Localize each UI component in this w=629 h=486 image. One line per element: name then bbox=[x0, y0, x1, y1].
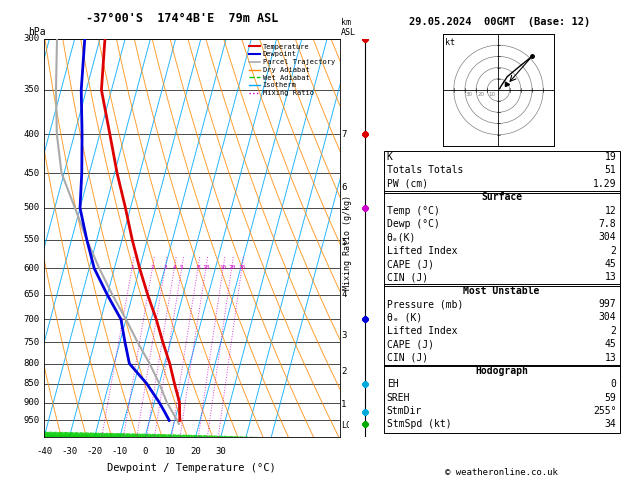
Text: 3: 3 bbox=[164, 265, 167, 270]
Text: 7.8: 7.8 bbox=[599, 219, 616, 229]
Text: 16: 16 bbox=[220, 265, 227, 270]
Text: 600: 600 bbox=[23, 264, 40, 273]
Text: 6: 6 bbox=[341, 183, 347, 192]
Text: 1: 1 bbox=[130, 265, 134, 270]
Text: 26: 26 bbox=[238, 265, 246, 270]
Text: SREH: SREH bbox=[387, 393, 410, 403]
Text: K: K bbox=[387, 152, 392, 162]
Text: 255°: 255° bbox=[593, 406, 616, 416]
Text: 10: 10 bbox=[489, 92, 496, 97]
Text: 500: 500 bbox=[23, 204, 40, 212]
Text: 2: 2 bbox=[341, 367, 347, 376]
Text: StmSpd (kt): StmSpd (kt) bbox=[387, 419, 452, 430]
Text: -37°00'S  174°4B'E  79m ASL: -37°00'S 174°4B'E 79m ASL bbox=[86, 12, 279, 25]
Text: 300: 300 bbox=[23, 35, 40, 43]
Text: Lifted Index: Lifted Index bbox=[387, 326, 457, 336]
Text: 0: 0 bbox=[611, 380, 616, 389]
Text: 2: 2 bbox=[151, 265, 155, 270]
Text: 7: 7 bbox=[341, 130, 347, 139]
Legend: Temperature, Dewpoint, Parcel Trajectory, Dry Adiabat, Wet Adiabat, Isotherm, Mi: Temperature, Dewpoint, Parcel Trajectory… bbox=[248, 42, 336, 98]
Text: 304: 304 bbox=[599, 312, 616, 323]
Text: © weatheronline.co.uk: © weatheronline.co.uk bbox=[445, 468, 558, 477]
Text: 34: 34 bbox=[604, 419, 616, 430]
Text: 13: 13 bbox=[604, 353, 616, 363]
Text: Most Unstable: Most Unstable bbox=[464, 286, 540, 296]
Text: 5: 5 bbox=[180, 265, 184, 270]
Text: -10: -10 bbox=[112, 447, 128, 456]
Text: 304: 304 bbox=[599, 232, 616, 243]
Text: 45: 45 bbox=[604, 259, 616, 269]
Text: 8: 8 bbox=[196, 265, 200, 270]
Text: θₑ(K): θₑ(K) bbox=[387, 232, 416, 243]
Text: 12: 12 bbox=[604, 206, 616, 216]
Text: 0: 0 bbox=[142, 447, 148, 456]
Text: 997: 997 bbox=[599, 299, 616, 309]
Text: LCL: LCL bbox=[341, 421, 356, 430]
Text: -30: -30 bbox=[61, 447, 77, 456]
Text: 59: 59 bbox=[604, 393, 616, 403]
Text: 20: 20 bbox=[190, 447, 201, 456]
Text: 1: 1 bbox=[341, 400, 347, 409]
Text: Dewpoint / Temperature (°C): Dewpoint / Temperature (°C) bbox=[108, 463, 276, 473]
Text: 4: 4 bbox=[172, 265, 176, 270]
Text: 4: 4 bbox=[341, 290, 347, 299]
Text: PW (cm): PW (cm) bbox=[387, 179, 428, 189]
Text: EH: EH bbox=[387, 380, 399, 389]
Text: 350: 350 bbox=[23, 86, 40, 94]
Text: 900: 900 bbox=[23, 398, 40, 407]
Text: 20: 20 bbox=[228, 265, 235, 270]
Text: 3: 3 bbox=[341, 331, 347, 340]
Text: 45: 45 bbox=[604, 339, 616, 349]
Text: 2: 2 bbox=[611, 326, 616, 336]
Text: Hodograph: Hodograph bbox=[475, 366, 528, 376]
Text: 650: 650 bbox=[23, 290, 40, 299]
Text: Mixing Ratio (g/kg): Mixing Ratio (g/kg) bbox=[343, 195, 352, 291]
Text: Dewp (°C): Dewp (°C) bbox=[387, 219, 440, 229]
Text: 2: 2 bbox=[611, 245, 616, 256]
Text: 5: 5 bbox=[341, 238, 347, 247]
Text: 13: 13 bbox=[604, 272, 616, 282]
Text: Lifted Index: Lifted Index bbox=[387, 245, 457, 256]
Text: 750: 750 bbox=[23, 338, 40, 347]
Text: 51: 51 bbox=[604, 165, 616, 175]
Text: CAPE (J): CAPE (J) bbox=[387, 339, 434, 349]
Text: hPa: hPa bbox=[28, 27, 45, 37]
Text: km
ASL: km ASL bbox=[341, 18, 356, 37]
Text: 950: 950 bbox=[23, 416, 40, 425]
Text: Surface: Surface bbox=[481, 192, 522, 202]
Text: CAPE (J): CAPE (J) bbox=[387, 259, 434, 269]
Text: StmDir: StmDir bbox=[387, 406, 422, 416]
Text: -40: -40 bbox=[36, 447, 52, 456]
Text: 850: 850 bbox=[23, 379, 40, 388]
Text: 30: 30 bbox=[215, 447, 226, 456]
Text: 450: 450 bbox=[23, 169, 40, 177]
Text: Temp (°C): Temp (°C) bbox=[387, 206, 440, 216]
Text: 800: 800 bbox=[23, 359, 40, 368]
Text: CIN (J): CIN (J) bbox=[387, 353, 428, 363]
Text: 400: 400 bbox=[23, 130, 40, 139]
Text: Pressure (mb): Pressure (mb) bbox=[387, 299, 463, 309]
Text: 10: 10 bbox=[165, 447, 175, 456]
Text: 19: 19 bbox=[604, 152, 616, 162]
Text: kt: kt bbox=[445, 38, 455, 48]
Text: 10: 10 bbox=[203, 265, 209, 270]
Text: 700: 700 bbox=[23, 315, 40, 324]
Text: -20: -20 bbox=[86, 447, 103, 456]
Text: θₑ (K): θₑ (K) bbox=[387, 312, 422, 323]
Text: 29.05.2024  00GMT  (Base: 12): 29.05.2024 00GMT (Base: 12) bbox=[409, 17, 591, 27]
Text: Totals Totals: Totals Totals bbox=[387, 165, 463, 175]
Text: CIN (J): CIN (J) bbox=[387, 272, 428, 282]
Text: 20: 20 bbox=[477, 92, 484, 97]
Text: 550: 550 bbox=[23, 235, 40, 244]
Text: 1.29: 1.29 bbox=[593, 179, 616, 189]
Text: 30: 30 bbox=[466, 92, 473, 97]
